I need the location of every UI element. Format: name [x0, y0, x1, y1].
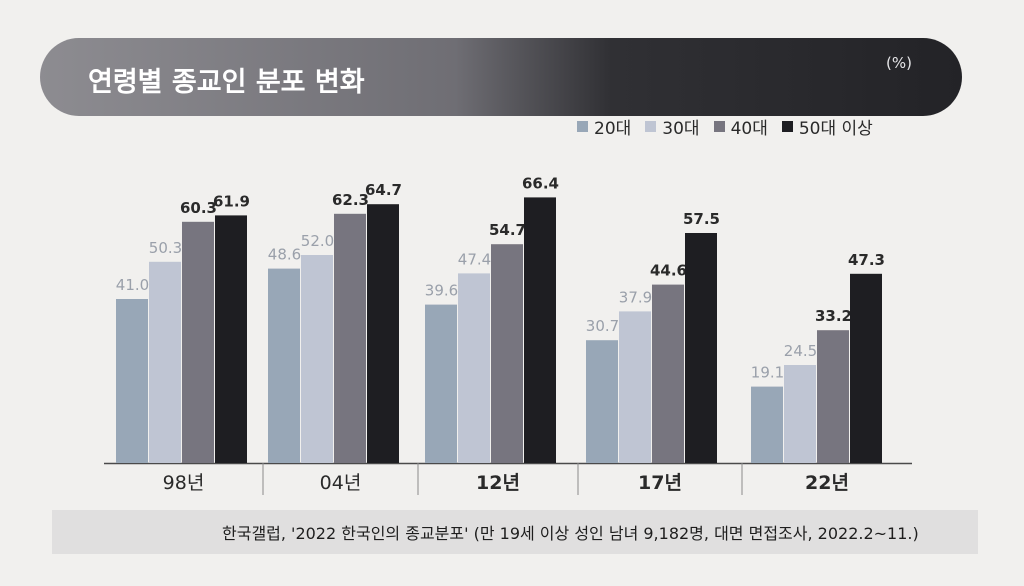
- data-label-17년-20대: 30.7: [586, 317, 619, 335]
- x-tick-label-04년: 04년: [320, 472, 362, 494]
- data-label-98년-20대: 41.0: [116, 276, 149, 294]
- data-label-98년-40대: 60.3: [180, 199, 217, 217]
- title-banner: [40, 38, 962, 116]
- data-label-04년-50대 이상: 64.7: [365, 181, 402, 199]
- legend-item-40s: 40대: [713, 114, 768, 139]
- bar-12년-20대: [425, 304, 457, 463]
- legend-label-20s: 20대: [594, 119, 632, 139]
- data-label-22년-20대: 19.1: [751, 364, 784, 382]
- data-label-04년-40대: 62.3: [332, 191, 369, 209]
- bar-04년-30대: [301, 255, 333, 463]
- legend-swatch-20s: [577, 121, 588, 132]
- bar-98년-40대: [182, 221, 214, 463]
- bar-17년-50대 이상: [685, 233, 717, 463]
- legend-swatch-30s: [645, 121, 657, 132]
- legend-label-50s: 50대 이상: [798, 119, 873, 139]
- bar-12년-40대: [491, 244, 523, 463]
- bar-98년-20대: [116, 299, 148, 463]
- bar-04년-50대 이상: [367, 204, 399, 463]
- data-label-22년-40대: 33.2: [815, 307, 852, 325]
- x-tick-label-98년: 98년: [163, 472, 205, 494]
- unit-label: (%): [886, 54, 912, 72]
- legend-swatch-50s: [781, 121, 793, 132]
- bar-98년-50대 이상: [215, 215, 247, 463]
- data-label-22년-30대: 24.5: [784, 342, 817, 360]
- x-tick-label-12년: 12년: [476, 472, 520, 494]
- bar-22년-40대: [817, 330, 849, 463]
- x-tick-label-22년: 22년: [805, 472, 849, 494]
- data-label-12년-20대: 39.6: [425, 282, 458, 300]
- bar-04년-20대: [268, 268, 300, 463]
- chart-title: 연령별 종교인 분포 변화: [88, 67, 365, 98]
- legend-label-40s: 40대: [730, 119, 768, 139]
- data-label-98년-50대 이상: 61.9: [213, 192, 250, 210]
- data-label-98년-30대: 50.3: [149, 239, 182, 257]
- data-label-12년-50대 이상: 66.4: [522, 174, 559, 192]
- legend: 20대 30대 40대 50대 이상: [577, 114, 873, 139]
- data-label-17년-50대 이상: 57.5: [683, 210, 720, 228]
- bar-12년-30대: [458, 273, 490, 463]
- data-label-17년-30대: 37.9: [619, 288, 652, 306]
- bar-98년-30대: [149, 261, 181, 463]
- legend-label-30s: 30대: [662, 119, 700, 139]
- bar-17년-30대: [619, 311, 651, 463]
- source-bar: [52, 510, 978, 554]
- legend-item-20s: 20대: [577, 114, 631, 139]
- data-label-04년-20대: 48.6: [268, 246, 301, 264]
- data-label-22년-50대 이상: 47.3: [848, 251, 885, 269]
- bar-17년-40대: [652, 284, 684, 463]
- bar-22년-50대 이상: [850, 273, 882, 463]
- data-label-04년-30대: 52.0: [301, 232, 334, 250]
- bar-17년-20대: [586, 340, 618, 463]
- x-tick-label-17년: 17년: [638, 472, 682, 494]
- data-label-12년-40대: 54.7: [489, 221, 526, 239]
- bar-12년-50대 이상: [524, 197, 556, 463]
- legend-item-50s: 50대 이상: [781, 114, 873, 139]
- legend-swatch-40s: [713, 121, 725, 132]
- legend-item-30s: 30대: [645, 114, 700, 139]
- data-label-12년-30대: 47.4: [458, 250, 491, 268]
- bar-22년-20대: [751, 386, 783, 463]
- bar-04년-40대: [334, 213, 366, 463]
- data-label-17년-40대: 44.6: [650, 262, 687, 280]
- bar-22년-30대: [784, 365, 816, 463]
- source-note: 한국갤럽, '2022 한국인의 종교분포' (만 19세 이상 성인 남녀 9…: [222, 524, 919, 543]
